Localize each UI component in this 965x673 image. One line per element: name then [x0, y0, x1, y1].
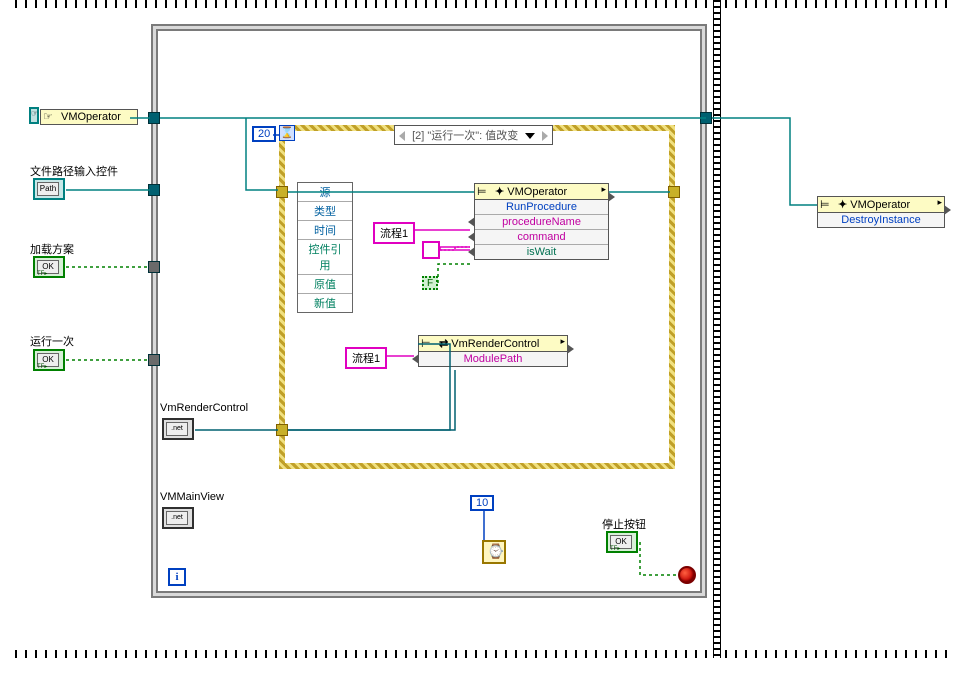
mainview-terminal: .net — [162, 507, 194, 529]
runonce-terminal: OK TF▸ — [33, 349, 65, 371]
evt-tunnel-ref-in — [276, 186, 288, 198]
event-data-unbundle: 源 类型 时间 控件引用 原值 新值 — [297, 182, 353, 313]
empty-string-constant — [422, 241, 440, 259]
path-terminal-label: 文件路径输入控件 — [30, 163, 118, 179]
tunnel-path — [148, 184, 160, 196]
evt-tunnel-ref-out — [668, 186, 680, 198]
vmoperator-destroy-node: ⊨ ✦ VMOperator ▸ DestroyInstance — [817, 196, 945, 228]
runonce-terminal-label: 运行一次 — [30, 333, 74, 349]
hourglass-icon: ⌛ — [279, 125, 295, 141]
event-timeout-constant: 20 — [252, 126, 276, 142]
evt-tunnel-render-in — [276, 424, 288, 436]
wait-ms-constant: 10 — [470, 495, 494, 511]
module-path-constant: 流程1 — [345, 347, 387, 369]
load-terminal-label: 加载方案 — [30, 241, 74, 257]
path-terminal: Path — [33, 178, 65, 200]
render-ref-label: VmRenderControl — [160, 402, 248, 414]
load-terminal: OK TF▸ — [33, 256, 65, 278]
procedure-name-constant: 流程1 — [373, 222, 415, 244]
false-constant: F — [422, 276, 438, 290]
iteration-terminal: i — [168, 568, 186, 586]
event-case-selector[interactable]: [2] "运行一次": 值改变 — [394, 125, 553, 145]
wait-ms-function — [482, 540, 506, 564]
loop-stop-condition — [678, 566, 696, 584]
vmoperator-refnum: VMOperator — [40, 109, 138, 125]
vmrender-property-node: ⊨ ⇄ VmRenderControl ▸ ModulePath — [418, 335, 568, 367]
tunnel-ref — [148, 112, 160, 124]
vmoperator-invoke-node: ⊨ ✦ VMOperator ▸ RunProcedure procedureN… — [474, 183, 609, 260]
tunnel-right — [700, 112, 712, 124]
stop-terminal-label: 停止按钮 — [602, 516, 646, 532]
tunnel-load — [148, 261, 160, 273]
mainview-label: VMMainView — [160, 491, 224, 503]
render-ref-terminal: .net — [162, 418, 194, 440]
stop-terminal: OK TF▸ — [606, 531, 638, 553]
tunnel-runonce — [148, 354, 160, 366]
